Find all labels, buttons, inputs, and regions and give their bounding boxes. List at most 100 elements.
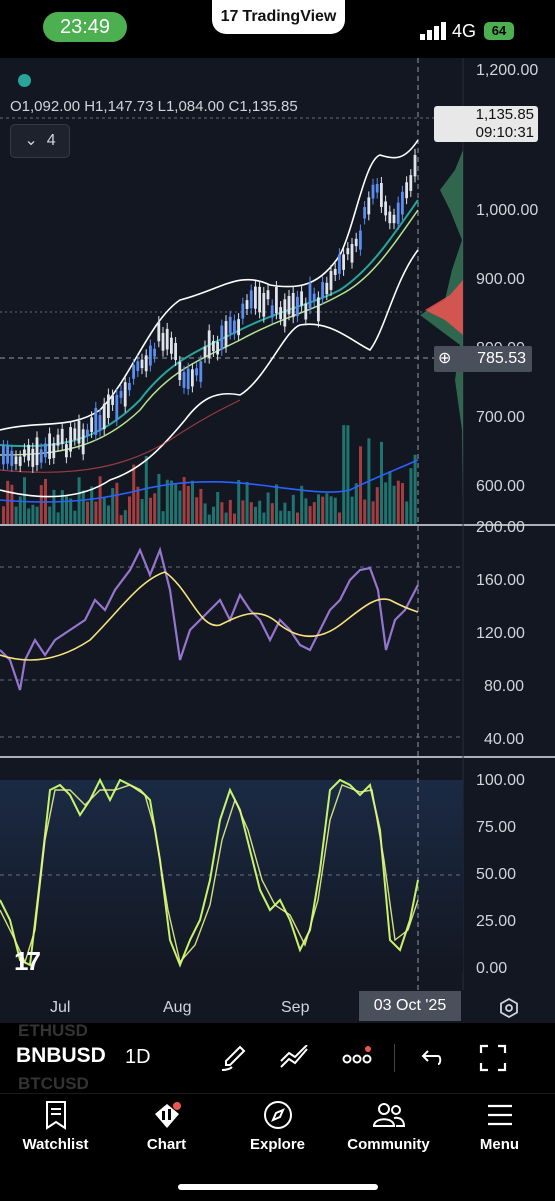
volume-bar [405,501,409,524]
volume-bar [207,514,211,524]
volume-bar [149,497,152,524]
candle [27,444,30,461]
volume-bar [270,503,274,524]
volume-bar [283,502,287,524]
nav-explore[interactable]: Explore [222,1100,333,1153]
volume-profile [420,150,463,500]
candle [144,355,148,372]
candle [52,443,56,459]
candle [300,291,303,306]
undo-icon[interactable] [418,1046,444,1070]
nav-label: Watchlist [22,1136,89,1153]
candle [312,293,316,301]
nav-community[interactable]: Community [333,1100,444,1153]
rsi-axis-label: 200.00 [476,519,525,536]
candle [401,191,404,215]
volume-bar [401,483,404,524]
chevron-down-icon: ⌄ [24,132,38,149]
nav-chart[interactable]: Chart [111,1100,222,1153]
volume-bar [23,477,26,524]
candle [136,361,140,371]
stoch-axis-label: 25.00 [476,913,517,930]
candle [2,445,5,465]
volume-bar [191,480,194,524]
candle [140,359,144,369]
candle [317,297,320,322]
volume-bar [258,500,262,524]
stoch-d-line [0,784,419,964]
trend-line-icon[interactable] [279,1045,311,1071]
volume-bar [371,501,375,524]
candle [170,337,173,354]
candle [174,343,177,360]
price-axis-label: 1,000.00 [476,202,539,219]
crosshair-price-label[interactable]: ⊕ 785.53 [434,346,532,372]
menu-icon [487,1104,512,1126]
candle [191,369,194,387]
ohlc-legend: O1,092.00 H1,147.73 L1,084.00 C1,135.85 [10,98,298,115]
candle [245,300,249,309]
volume-bar [123,510,127,524]
volume-bar [52,489,56,524]
volume-bar [140,498,144,524]
indicators-toggle-button[interactable]: ⌄ 4 [10,124,70,158]
volume-bar [56,512,60,524]
symbol-selector[interactable]: BNBUSD [16,1044,106,1067]
network-type: 4G [452,21,477,41]
bottom-toolbar [0,1023,555,1093]
chart-canvas[interactable] [0,58,555,1023]
brush-icon[interactable] [218,1043,248,1073]
volume-bar [245,481,249,524]
candle [128,382,131,391]
volume-bar [186,485,190,524]
rsi-signal-line [0,571,419,661]
fullscreen-icon[interactable] [479,1044,507,1072]
volume-bar [304,498,308,524]
last-price-label: 1,135.85 09:10:31 [434,106,538,142]
settings-icon[interactable] [498,997,520,1019]
tradingview-badge[interactable]: 17 TradingView [212,0,345,34]
candle [203,346,207,357]
candle [149,345,152,366]
nav-label: Community [347,1136,430,1153]
candle [291,292,295,318]
stoch-axis-label: 100.00 [476,772,525,789]
more-options-icon[interactable] [342,1046,376,1070]
plus-icon[interactable]: ⊕ [438,350,452,367]
volume-bar [102,497,106,524]
bottom-navigation [0,1093,555,1201]
volume-bar [153,493,157,524]
volume-bar [136,486,140,524]
community-icon [372,1103,405,1127]
stoch-k-line [0,777,419,968]
volume-bar [178,490,182,524]
volume-bar [216,492,220,524]
candle [23,449,26,457]
volume-bar [354,483,358,524]
volume-bar [342,425,346,524]
candle [308,282,312,309]
volume-bars [2,425,417,524]
nav-menu[interactable]: Menu [444,1100,555,1153]
tradingview-watermark: 17 [14,946,41,976]
home-indicator [178,1184,378,1190]
tradingview-name: TradingView [242,8,337,25]
volume-bar [321,496,325,524]
candle [178,361,182,380]
clock: 23:49 [43,12,127,42]
volume-bar [90,486,94,524]
volume-bar [39,485,43,524]
candle [241,303,245,319]
interval-selector[interactable]: 1D [125,1046,151,1068]
volume-bar [384,482,388,524]
volume-bar [266,492,270,524]
candle [384,201,387,216]
candle [98,415,102,431]
volume-bar [241,500,245,524]
volume-bar [212,506,215,524]
candle [392,214,396,224]
nav-watchlist[interactable]: Watchlist [0,1100,111,1153]
candle [359,230,362,250]
volume-bar [31,504,35,524]
candle [367,197,371,215]
